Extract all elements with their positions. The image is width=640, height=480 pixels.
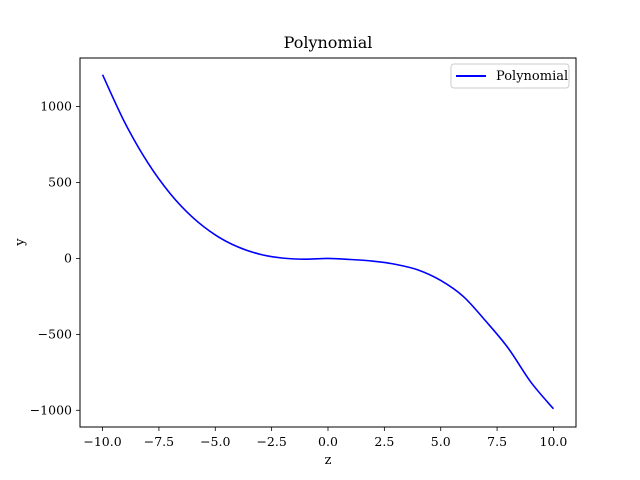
legend-label-polynomial: Polynomial <box>496 69 568 84</box>
y-tick-label: −1000 <box>30 402 72 417</box>
x-tick-label: −7.5 <box>144 434 174 449</box>
y-tick-label: 500 <box>48 175 72 190</box>
axes-frame <box>79 57 577 428</box>
legend: Polynomial <box>450 63 570 89</box>
x-tick-label: 7.5 <box>487 434 507 449</box>
y-tick-label: 1000 <box>40 99 72 114</box>
legend-frame <box>450 63 570 89</box>
x-tick-label: −2.5 <box>256 434 286 449</box>
x-tick-label: 10.0 <box>540 434 568 449</box>
y-tick-label: −500 <box>38 326 72 341</box>
x-tick-label: −5.0 <box>200 434 230 449</box>
chart-title: Polynomial <box>284 33 373 52</box>
y-axis: −1000 −500 0 500 1000 <box>30 99 80 417</box>
x-tick-label: −10.0 <box>83 434 121 449</box>
y-tick-label: 0 <box>64 250 72 265</box>
x-axis: −10.0 −7.5 −5.0 −2.5 0.0 2.5 5.0 7.5 10.0 <box>83 427 567 449</box>
x-axis-label: z <box>325 453 332 468</box>
x-tick-label: 2.5 <box>374 434 394 449</box>
series-layer <box>101 74 555 410</box>
x-tick-label: 0.0 <box>318 434 338 449</box>
x-tick-label: 5.0 <box>431 434 451 449</box>
series-line-1 <box>101 74 555 410</box>
y-axis-label: y <box>13 238 28 247</box>
